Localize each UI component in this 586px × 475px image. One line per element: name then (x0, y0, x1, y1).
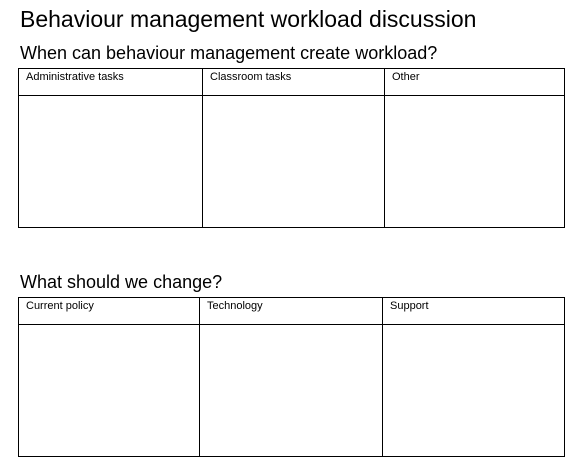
column-header-label: Administrative tasks (26, 71, 124, 83)
table-cell-other[interactable] (384, 95, 565, 228)
workload-table: Administrative tasks Classroom tasks Oth… (18, 68, 565, 228)
column-header-support: Support (382, 297, 565, 325)
column-header-classroom-tasks: Classroom tasks (202, 68, 385, 96)
column-header-other: Other (384, 68, 565, 96)
column-header-administrative-tasks: Administrative tasks (18, 68, 203, 96)
column-header-label: Other (392, 71, 420, 83)
column-header-label: Support (390, 300, 429, 312)
section-heading-change: What should we change? (20, 272, 223, 292)
column-header-label: Classroom tasks (210, 71, 292, 83)
table-header-row: Administrative tasks Classroom tasks Oth… (18, 68, 565, 96)
section-heading-workload: When can behaviour management create wor… (20, 43, 438, 63)
change-table: Current policy Technology Support (18, 297, 565, 457)
table-header-row: Current policy Technology Support (18, 297, 565, 325)
table-cell-classroom-tasks[interactable] (202, 95, 385, 228)
column-header-current-policy: Current policy (18, 297, 200, 325)
table-cell-administrative-tasks[interactable] (18, 95, 203, 228)
table-cell-current-policy[interactable] (18, 324, 200, 457)
table-row (18, 95, 565, 228)
column-header-label: Current policy (26, 300, 94, 312)
document-title: Behaviour management workload discussion (20, 6, 477, 32)
table-cell-support[interactable] (382, 324, 565, 457)
table-cell-technology[interactable] (199, 324, 383, 457)
column-header-technology: Technology (199, 297, 383, 325)
column-header-label: Technology (207, 300, 263, 312)
table-row (18, 324, 565, 457)
